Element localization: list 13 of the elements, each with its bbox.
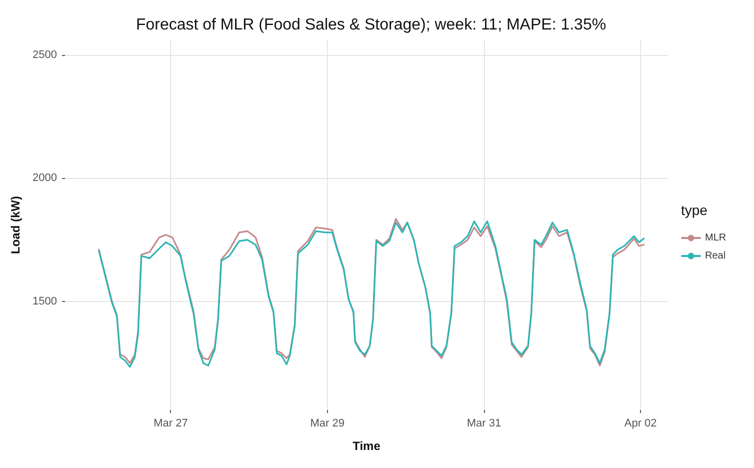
y-tick-label: 2000 <box>32 172 57 184</box>
y-tick-label: 2500 <box>32 48 57 61</box>
chart-title: Forecast of MLR (Food Sales & Storage); week: 11; MAPE: 1.35% <box>136 16 606 34</box>
legend-label: Real <box>705 250 726 262</box>
legend-label: MLR <box>705 232 726 244</box>
x-tick-label: Mar 29 <box>310 418 344 430</box>
x-tick-label: Apr 02 <box>624 418 657 430</box>
y-tick-label: 1500 <box>32 295 57 308</box>
x-axis-title: Time <box>352 439 381 453</box>
x-tick-label: Mar 27 <box>154 418 188 430</box>
x-tick-label: Mar 31 <box>466 418 502 430</box>
legend-title: type <box>681 202 708 218</box>
y-axis-title: Load (kW) <box>8 196 23 254</box>
